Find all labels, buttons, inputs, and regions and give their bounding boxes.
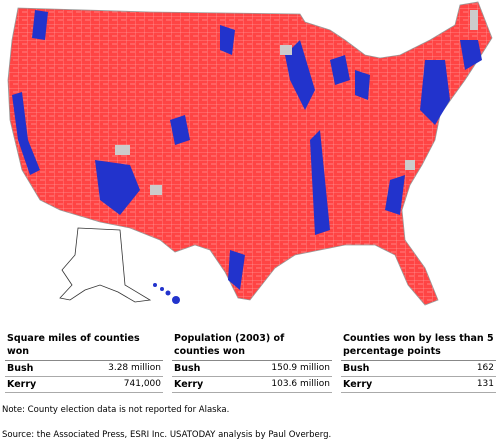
us-mainland bbox=[7, 1, 493, 306]
candidate: Kerry bbox=[343, 379, 373, 390]
alaska-outline bbox=[59, 227, 152, 303]
panel-title: Square miles of counties won bbox=[5, 330, 163, 361]
value: 3.28 million bbox=[108, 363, 161, 373]
source: Source: the Associated Press, ESRI Inc. … bbox=[2, 430, 332, 440]
candidate: Bush bbox=[7, 363, 34, 374]
value: 150.9 million bbox=[271, 363, 330, 373]
table-row: Kerry 741,000 bbox=[5, 377, 163, 393]
value: 741,000 bbox=[123, 379, 161, 389]
candidate: Kerry bbox=[174, 379, 204, 390]
table-row: Kerry 131 bbox=[341, 377, 496, 393]
panel: Counties won by less than 5 percentage p… bbox=[341, 330, 496, 393]
value: 131 bbox=[476, 379, 494, 389]
table-row: Bush 162 bbox=[341, 361, 496, 377]
table-row: Bush 3.28 million bbox=[5, 361, 163, 377]
panel: Population (2003) of counties won Bush 15… bbox=[172, 330, 332, 393]
value: 162 bbox=[476, 363, 494, 373]
no-data-counties bbox=[115, 10, 478, 195]
kerry-counties bbox=[12, 10, 482, 290]
election-map bbox=[7, 1, 493, 306]
panel: Square miles of counties won Bush 3.28 mi… bbox=[5, 330, 163, 393]
note: Note: County election data is not report… bbox=[2, 405, 230, 415]
value: 103.6 million bbox=[271, 379, 330, 389]
panel-title: Counties won by less than 5 percentage p… bbox=[341, 330, 496, 361]
table-row: Bush 150.9 million bbox=[172, 361, 332, 377]
candidate: Bush bbox=[174, 363, 201, 374]
candidate: Kerry bbox=[7, 379, 37, 390]
candidate: Bush bbox=[343, 363, 370, 374]
table-row: Kerry 103.6 million bbox=[172, 377, 332, 393]
panel-title: Population (2003) of counties won bbox=[172, 330, 332, 361]
hawaii bbox=[153, 283, 180, 304]
